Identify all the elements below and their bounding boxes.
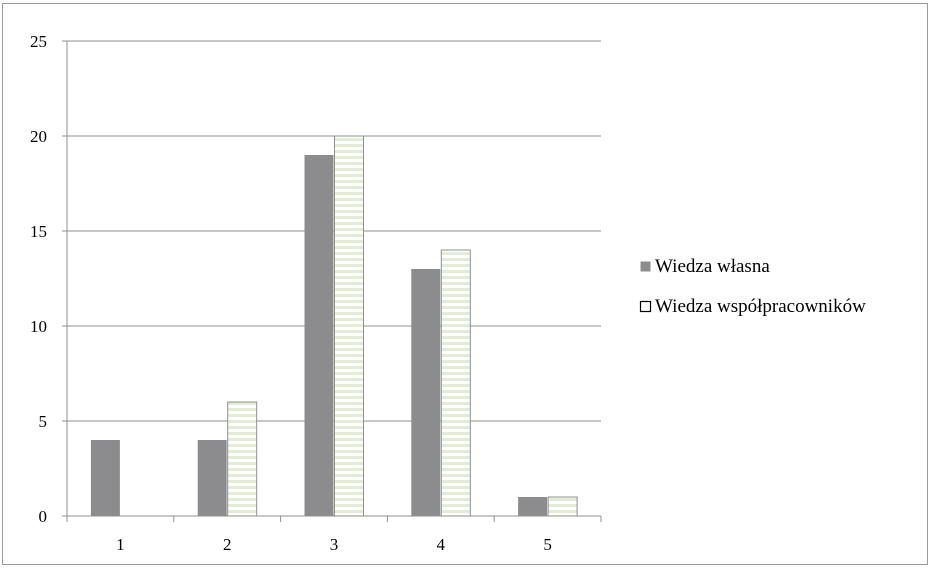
x-tick-label: 1 xyxy=(116,535,125,554)
bar-series-1-cat-3 xyxy=(304,155,334,516)
bar-series-1-cat-4 xyxy=(411,269,441,516)
legend-label-2: Wiedza współpracowników xyxy=(655,296,866,317)
bar-series-1-cat-2 xyxy=(197,440,227,516)
y-tick-label: 5 xyxy=(39,412,48,431)
legend: Wiedza własna Wiedza współpracowników xyxy=(639,256,866,317)
bar-series-2-cat-4 xyxy=(440,249,471,517)
y-tick-label: 25 xyxy=(30,32,47,51)
x-tick-label: 2 xyxy=(223,535,232,554)
bar-series-1-cat-5 xyxy=(518,497,548,516)
legend-swatch-2 xyxy=(639,300,652,313)
bar-series-1-cat-1 xyxy=(90,440,120,516)
y-tick-label: 0 xyxy=(39,507,48,526)
x-tick-label: 5 xyxy=(543,535,552,554)
y-tick-label: 10 xyxy=(30,317,47,336)
legend-label-1: Wiedza własna xyxy=(655,256,770,277)
bar-series-2-cat-2 xyxy=(227,401,258,517)
tick-labels: 0 5 10 15 20 25 1 2 3 4 5 xyxy=(30,32,552,554)
legend-swatch-1 xyxy=(640,261,651,272)
x-tick-label: 4 xyxy=(437,535,446,554)
bar-series-2-cat-3 xyxy=(334,135,364,517)
y-tick-label: 20 xyxy=(30,127,47,146)
y-tick-label: 15 xyxy=(30,222,47,241)
axes xyxy=(62,40,602,522)
bars xyxy=(90,135,578,517)
x-tick-label: 3 xyxy=(330,535,339,554)
bar-series-2-cat-5 xyxy=(547,496,578,517)
